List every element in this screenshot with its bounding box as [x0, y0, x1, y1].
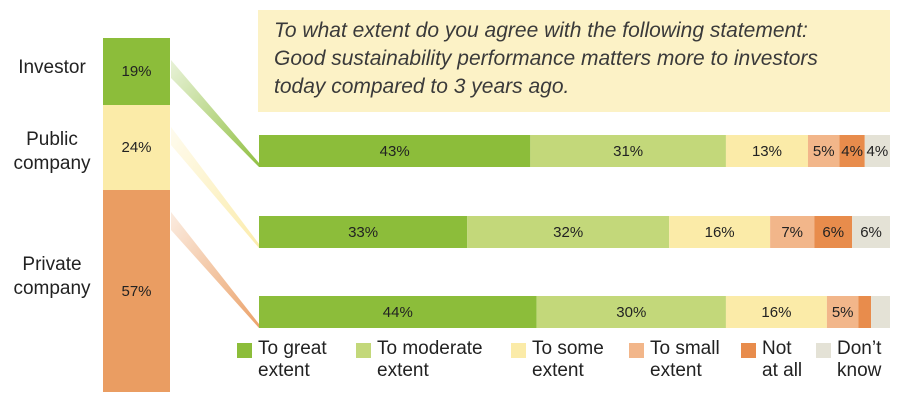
data-label-private-company-moderate: 30%	[616, 304, 646, 321]
legend-text-not: Not at all	[762, 338, 822, 382]
legend-item-not: Not at all	[741, 338, 822, 382]
legend-text-dont-know-line-2: know	[837, 360, 882, 381]
legend-text-moderate-line-2: extent	[377, 360, 429, 381]
legend-text-great-line-2: extent	[258, 360, 310, 381]
group-label-private-company: Private company	[6, 253, 98, 301]
bar-private-company-great	[259, 296, 537, 328]
question-line-2: Good sustainability performance matters …	[274, 47, 818, 70]
group-label-public-company-line-2: company	[13, 153, 91, 174]
bar-investor-dont-know	[864, 135, 890, 167]
legend-swatch-not	[741, 343, 756, 358]
data-label-public-company-small: 7%	[781, 224, 803, 241]
data-label-investor-great: 43%	[380, 143, 410, 160]
legend-text-small-line-1: To small	[650, 338, 720, 359]
legend-swatch-moderate	[356, 343, 371, 358]
group-label-private-company-line-2: company	[13, 278, 91, 299]
data-label-private-company-some: 16%	[761, 304, 791, 321]
legend-text-dont-know-line-1: Don’t	[837, 338, 882, 359]
legend-item-some: To some extent	[511, 338, 642, 382]
data-label-investor-small: 5%	[813, 143, 835, 160]
data-label-investor-dont-know: 4%	[867, 143, 889, 160]
data-label-private-company-small: 5%	[832, 304, 854, 321]
respondent-share-private-company: 57%	[103, 190, 170, 392]
data-label-public-company-moderate: 32%	[553, 224, 583, 241]
bar-public-company-dont-know	[852, 216, 890, 248]
legend-swatch-great	[237, 343, 252, 358]
data-label-investor-some: 13%	[752, 143, 782, 160]
respondent-share-investor: 19%	[103, 38, 170, 106]
question-box: To what extent do you agree with the fol…	[258, 10, 890, 112]
bar-private-company-dont-know	[871, 296, 890, 328]
respondent-share-public-company-label: 24%	[121, 139, 152, 157]
legend-swatch-dont-know	[816, 343, 831, 358]
data-label-public-company-not: 6%	[822, 224, 844, 241]
bar-private-company-moderate	[536, 296, 726, 328]
bar-investor-small	[807, 135, 840, 167]
respondent-share-investor-label: 19%	[121, 63, 152, 81]
bar-public-company-moderate	[467, 216, 670, 248]
legend-text-dont-know: Don’t know	[837, 338, 897, 382]
data-label-investor-moderate: 31%	[613, 143, 643, 160]
group-label-investor: Investor	[6, 56, 98, 80]
legend-item-dont-know: Don’t know	[816, 338, 897, 382]
data-label-private-company-great: 44%	[383, 304, 413, 321]
legend-item-great: To great extent	[237, 338, 368, 382]
bar-public-company-not	[814, 216, 853, 248]
respondent-share-public-company: 24%	[103, 105, 170, 191]
legend-item-small: To small extent	[629, 338, 760, 382]
connector-public-company	[171, 127, 259, 248]
legend-item-moderate: To moderate extent	[356, 338, 487, 382]
legend-swatch-small	[629, 343, 644, 358]
respondent-share-private-company-label: 57%	[121, 282, 152, 300]
bar-public-company-small	[770, 216, 815, 248]
legend-text-not-line-2: at all	[762, 360, 803, 381]
bar-investor-great	[259, 135, 531, 167]
group-label-public-company-line-1: Public	[26, 129, 78, 150]
bar-investor-moderate	[530, 135, 726, 167]
legend-swatch-some	[511, 343, 526, 358]
question-line-3: today compared to 3 years ago.	[274, 75, 570, 98]
bar-private-company-some	[725, 296, 827, 328]
legend-text-small-line-2: extent	[650, 360, 702, 381]
bar-public-company-great	[259, 216, 468, 248]
bar-investor-not	[839, 135, 865, 167]
bar-public-company-some	[669, 216, 771, 248]
data-label-public-company-dont-know: 6%	[860, 224, 882, 241]
group-label-public-company: Public company	[6, 128, 98, 176]
data-label-public-company-great: 33%	[348, 224, 378, 241]
bar-private-company-not	[858, 296, 872, 328]
legend-text-some-line-1: To some	[532, 338, 604, 359]
legend-text-not-line-1: Not	[762, 338, 792, 359]
legend-text-some: To some extent	[532, 338, 642, 382]
legend-text-moderate-line-1: To moderate	[377, 338, 483, 359]
legend-text-great-line-1: To great	[258, 338, 327, 359]
legend-text-great: To great extent	[258, 338, 368, 382]
connector-private-company	[171, 212, 259, 328]
legend-text-some-line-2: extent	[532, 360, 584, 381]
legend-text-small: To small extent	[650, 338, 760, 382]
data-label-investor-not: 4%	[841, 143, 863, 160]
question-line-1: To what extent do you agree with the fol…	[274, 19, 808, 42]
legend-text-moderate: To moderate extent	[377, 338, 487, 382]
data-label-public-company-some: 16%	[705, 224, 735, 241]
group-label-private-company-line-1: Private	[22, 254, 82, 275]
connector-investor	[171, 60, 259, 167]
bar-private-company-small	[826, 296, 859, 328]
bar-investor-some	[725, 135, 808, 167]
group-label-investor-line-1: Investor	[18, 57, 86, 78]
